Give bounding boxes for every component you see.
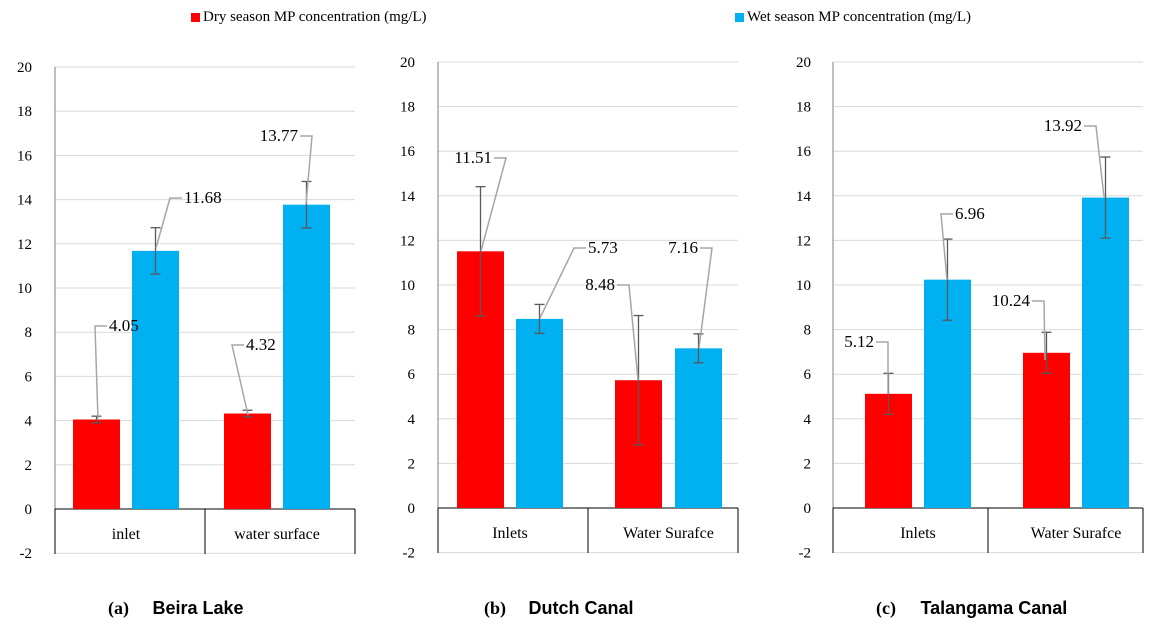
data-label-leader <box>1084 125 1105 198</box>
y-tick-label: 8 <box>25 325 33 341</box>
data-label: 5.73 <box>588 238 618 257</box>
y-tick-label: -2 <box>20 546 33 562</box>
y-tick-label: 6 <box>408 367 416 383</box>
y-tick-label: 2 <box>25 458 33 474</box>
y-tick-label: 16 <box>400 144 416 160</box>
y-tick-label: 16 <box>796 144 812 160</box>
caption-name: Talangama Canal <box>920 598 1068 618</box>
y-tick-label: 2 <box>804 456 812 472</box>
data-label: 11.51 <box>454 148 492 167</box>
y-tick-label: 6 <box>804 367 812 383</box>
y-tick-label: 12 <box>796 233 811 249</box>
data-label: 4.05 <box>109 316 139 335</box>
caption-c: (c) Talangama Canal <box>876 598 1067 619</box>
y-tick-label: 2 <box>408 456 416 472</box>
legend-label-wet: Wet season MP concentration (mg/L) <box>747 9 972 25</box>
data-label: 4.32 <box>246 335 276 354</box>
caption-letter: (c) <box>876 598 896 618</box>
data-label: 11.68 <box>184 188 222 207</box>
legend-swatch-wet <box>735 13 744 22</box>
caption-name: Beira Lake <box>152 598 244 618</box>
data-label-leader <box>539 247 586 319</box>
data-label: 6.96 <box>955 204 985 223</box>
data-label-leader <box>480 157 507 252</box>
data-label-leader <box>300 135 313 205</box>
y-tick-label: 10 <box>796 278 811 294</box>
y-tick-label: 6 <box>25 369 33 385</box>
bar-dry <box>73 419 120 509</box>
y-tick-label: 18 <box>400 100 415 116</box>
data-label-leader <box>617 284 639 381</box>
data-label-leader <box>1032 300 1046 361</box>
legend-swatch-dry <box>191 13 200 22</box>
bar-wet <box>516 318 563 508</box>
category-label: water surface <box>234 526 320 543</box>
y-tick-label: 14 <box>400 189 416 205</box>
y-tick-label: -2 <box>403 546 416 562</box>
category-label: Inlets <box>492 525 528 542</box>
y-tick-label: -2 <box>799 546 812 562</box>
data-label-leader <box>698 247 713 349</box>
data-label: 13.92 <box>1044 116 1082 135</box>
y-tick-label: 0 <box>804 501 812 517</box>
legend-item-dry: Dry season MP concentration (mg/L) <box>191 9 427 26</box>
caption-letter: (a) <box>108 598 129 618</box>
caption-a: (a) Beira Lake <box>108 598 244 619</box>
data-label: 7.16 <box>668 238 698 257</box>
y-tick-label: 18 <box>796 100 811 116</box>
bar-dry <box>224 413 271 509</box>
data-label-leader <box>876 341 889 394</box>
bar-wet <box>675 348 722 508</box>
caption-name: Dutch Canal <box>528 598 634 618</box>
y-tick-label: 10 <box>17 281 32 297</box>
data-label: 8.48 <box>585 275 615 294</box>
y-tick-label: 8 <box>408 323 416 339</box>
y-tick-label: 20 <box>796 55 811 71</box>
y-tick-label: 10 <box>400 278 415 294</box>
category-label: Water Surafce <box>623 525 714 542</box>
y-tick-label: 18 <box>17 104 32 120</box>
category-label: inlet <box>112 526 141 543</box>
y-tick-label: 4 <box>25 414 33 430</box>
data-label: 5.12 <box>844 332 874 351</box>
caption-letter: (b) <box>484 598 506 618</box>
y-tick-label: 0 <box>408 501 416 517</box>
y-tick-label: 8 <box>804 323 812 339</box>
y-tick-label: 4 <box>804 412 812 428</box>
legend-label-dry: Dry season MP concentration (mg/L) <box>203 9 427 25</box>
category-label: Water Surafce <box>1031 525 1122 542</box>
bar-wet <box>283 204 330 510</box>
data-label: 13.77 <box>260 126 299 145</box>
bar-dry <box>1023 352 1070 508</box>
y-tick-label: 12 <box>400 233 415 249</box>
legend-item-wet: Wet season MP concentration (mg/L) <box>735 9 971 26</box>
y-tick-label: 14 <box>796 189 812 205</box>
bar-wet <box>132 250 179 509</box>
data-label-leader <box>231 344 249 416</box>
y-tick-label: 4 <box>408 412 416 428</box>
y-tick-label: 14 <box>17 193 33 209</box>
caption-b: (b) Dutch Canal <box>484 598 634 619</box>
y-tick-label: 12 <box>17 237 32 253</box>
y-tick-label: 20 <box>400 55 415 71</box>
data-label-leader <box>94 325 107 421</box>
y-tick-label: 20 <box>17 60 32 76</box>
y-tick-label: 0 <box>25 502 33 518</box>
data-label: 10.24 <box>992 291 1031 310</box>
data-label-leader <box>940 213 953 281</box>
chart-legend: Dry season MP concentration (mg/L) Wet s… <box>0 0 1149 34</box>
bar-wet <box>1082 197 1129 509</box>
y-tick-label: 16 <box>17 148 33 164</box>
category-label: Inlets <box>900 525 936 542</box>
data-label-leader <box>155 197 182 249</box>
